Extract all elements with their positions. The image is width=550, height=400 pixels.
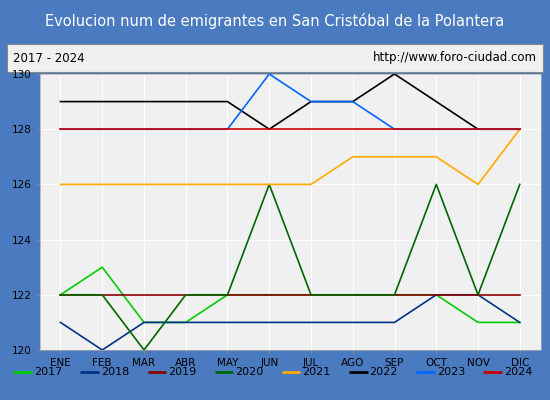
Text: 2023: 2023 xyxy=(437,367,465,377)
Text: http://www.foro-ciudad.com: http://www.foro-ciudad.com xyxy=(373,52,537,64)
Text: 2018: 2018 xyxy=(101,367,129,377)
Text: 2020: 2020 xyxy=(235,367,263,377)
Text: 2024: 2024 xyxy=(504,367,532,377)
Text: 2022: 2022 xyxy=(370,367,398,377)
Text: 2017 - 2024: 2017 - 2024 xyxy=(13,52,85,64)
Text: 2017: 2017 xyxy=(34,367,62,377)
Text: 2019: 2019 xyxy=(168,367,196,377)
Text: 2021: 2021 xyxy=(302,367,331,377)
Text: Evolucion num de emigrantes en San Cristóbal de la Polantera: Evolucion num de emigrantes en San Crist… xyxy=(45,13,505,29)
